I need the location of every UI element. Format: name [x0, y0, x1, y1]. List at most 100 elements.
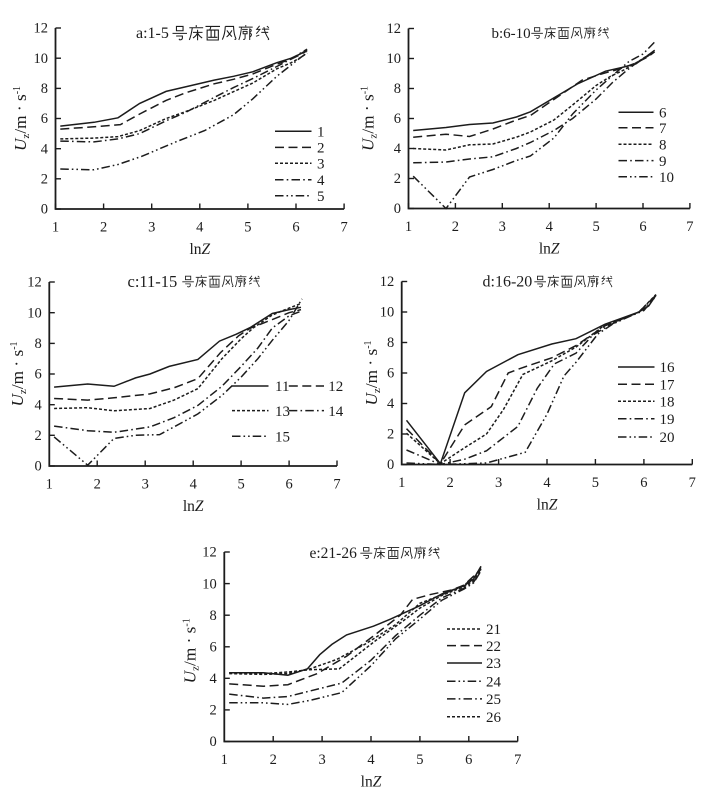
svg-text:4: 4 [543, 475, 551, 491]
svg-text:1: 1 [52, 220, 59, 236]
svg-text:7: 7 [514, 752, 521, 768]
svg-text:6: 6 [659, 105, 667, 121]
svg-text:5: 5 [317, 189, 325, 205]
svg-text:3: 3 [142, 477, 149, 493]
svg-text:8: 8 [387, 335, 394, 351]
svg-text:20: 20 [660, 430, 675, 446]
svg-text:2: 2 [270, 752, 277, 768]
svg-text:7: 7 [333, 477, 340, 493]
svg-text:lnZ: lnZ [537, 497, 558, 514]
svg-text:b:6-10: b:6-10 [492, 26, 531, 42]
svg-text:10: 10 [380, 305, 395, 321]
svg-text:3: 3 [499, 219, 506, 235]
svg-text:Uz/m · s-1: Uz/m · s-1 [358, 86, 380, 151]
svg-text:12: 12 [380, 274, 395, 290]
svg-text:e:21-26: e:21-26 [310, 545, 358, 562]
svg-text:3: 3 [318, 752, 325, 768]
svg-text:5: 5 [592, 219, 599, 235]
svg-text:4: 4 [196, 220, 204, 236]
svg-text:3: 3 [317, 157, 325, 173]
svg-text:2: 2 [35, 428, 42, 444]
svg-text:6: 6 [465, 752, 472, 768]
svg-text:4: 4 [190, 477, 198, 493]
svg-text:Uz/m · s-1: Uz/m · s-1 [10, 86, 32, 151]
svg-text:2: 2 [394, 171, 401, 187]
svg-text:2: 2 [100, 220, 107, 236]
svg-text:lnZ: lnZ [183, 498, 204, 515]
svg-text:14: 14 [328, 404, 344, 420]
svg-text:a:1-5: a:1-5 [136, 25, 169, 42]
svg-text:26: 26 [486, 710, 502, 726]
svg-text:6: 6 [640, 475, 647, 491]
svg-text:6: 6 [639, 219, 646, 235]
svg-text:8: 8 [41, 81, 48, 97]
svg-text:0: 0 [41, 202, 48, 218]
svg-text:Uz/m · s-1: Uz/m · s-1 [179, 618, 201, 683]
svg-text:6: 6 [285, 477, 292, 493]
svg-text:12: 12 [34, 21, 49, 37]
svg-text:10: 10 [387, 51, 402, 67]
svg-text:15: 15 [275, 430, 290, 446]
svg-text:lnZ: lnZ [539, 241, 560, 258]
svg-text:3: 3 [148, 220, 155, 236]
svg-text:c:11-15: c:11-15 [128, 272, 178, 291]
svg-text:Uz/m · s-1: Uz/m · s-1 [7, 341, 29, 406]
svg-text:2: 2 [446, 475, 453, 491]
svg-text:7: 7 [340, 220, 347, 236]
svg-text:10: 10 [27, 305, 42, 321]
svg-text:4: 4 [41, 141, 49, 157]
svg-text:5: 5 [592, 475, 599, 491]
svg-text:2: 2 [41, 172, 48, 188]
svg-text:12: 12 [328, 379, 343, 395]
svg-text:7: 7 [659, 121, 667, 137]
svg-text:2: 2 [452, 219, 459, 235]
svg-text:Uz/m · s-1: Uz/m · s-1 [361, 340, 383, 405]
svg-text:6: 6 [35, 367, 42, 383]
svg-text:18: 18 [660, 395, 675, 411]
svg-text:10: 10 [659, 170, 674, 186]
svg-text:6: 6 [394, 111, 401, 127]
svg-text:8: 8 [210, 608, 217, 624]
svg-text:12: 12 [27, 275, 42, 291]
svg-text:13: 13 [275, 404, 290, 420]
svg-text:17: 17 [660, 378, 676, 394]
svg-text:6: 6 [387, 366, 394, 382]
svg-text:19: 19 [660, 412, 675, 428]
svg-text:2: 2 [210, 703, 217, 719]
svg-text:1: 1 [46, 477, 53, 493]
svg-text:12: 12 [387, 21, 402, 37]
svg-text:6: 6 [41, 111, 48, 127]
svg-text:3: 3 [495, 475, 502, 491]
svg-text:7: 7 [689, 475, 696, 491]
svg-text:2: 2 [317, 141, 325, 157]
svg-text:6: 6 [292, 220, 299, 236]
svg-text:5: 5 [237, 477, 244, 493]
svg-text:4: 4 [394, 141, 402, 157]
svg-text:10: 10 [202, 576, 217, 592]
svg-text:7: 7 [686, 219, 693, 235]
svg-text:25: 25 [486, 692, 501, 708]
svg-text:8: 8 [394, 81, 401, 97]
svg-text:11: 11 [275, 379, 289, 395]
svg-text:1: 1 [221, 752, 228, 768]
svg-text:lnZ: lnZ [189, 241, 210, 258]
svg-text:0: 0 [387, 457, 394, 473]
svg-text:4: 4 [367, 752, 375, 768]
svg-text:0: 0 [35, 459, 42, 475]
svg-text:5: 5 [416, 752, 423, 768]
svg-text:22: 22 [486, 639, 501, 655]
svg-text:16: 16 [660, 360, 676, 376]
svg-text:23: 23 [486, 656, 501, 672]
svg-text:5: 5 [244, 220, 251, 236]
svg-text:10: 10 [34, 51, 49, 67]
svg-text:4: 4 [546, 219, 554, 235]
svg-text:2: 2 [94, 477, 101, 493]
svg-text:24: 24 [486, 674, 502, 690]
svg-text:12: 12 [202, 545, 217, 561]
svg-text:6: 6 [210, 640, 217, 656]
svg-text:1: 1 [317, 125, 325, 141]
svg-text:4: 4 [387, 396, 395, 412]
svg-text:9: 9 [659, 154, 667, 170]
svg-text:4: 4 [35, 397, 43, 413]
svg-text:d:16-20: d:16-20 [483, 274, 533, 291]
